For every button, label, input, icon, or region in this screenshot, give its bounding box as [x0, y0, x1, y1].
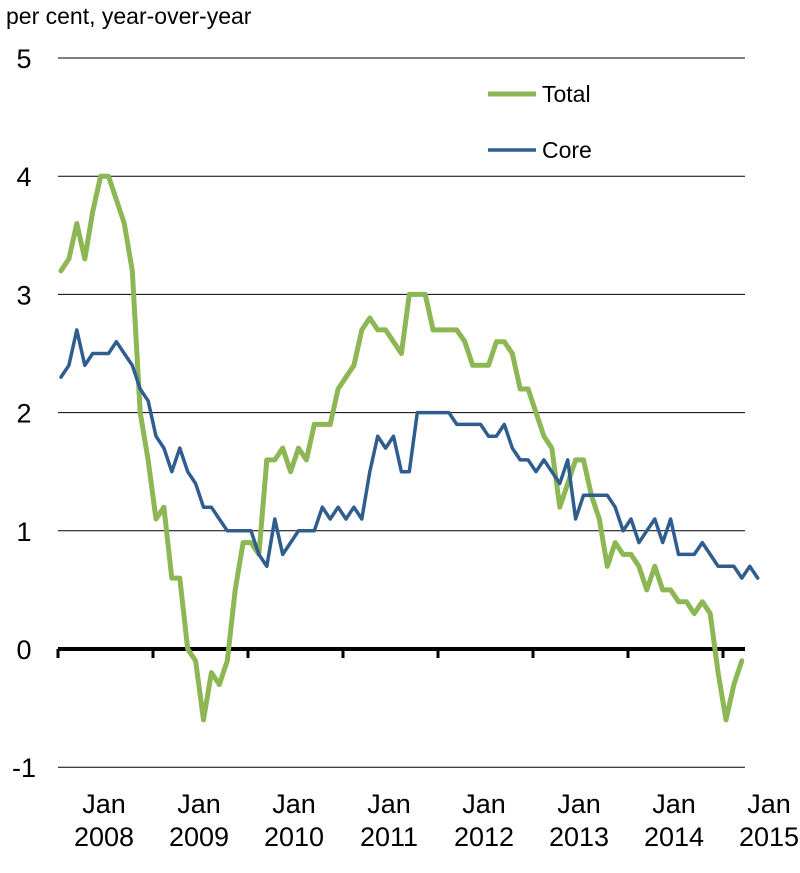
- x-tick-label: Jan: [367, 789, 411, 819]
- y-axis-label: per cent, year-over-year: [6, 3, 252, 29]
- x-tick-label: Jan: [272, 789, 316, 819]
- x-tick-label: Jan: [462, 789, 506, 819]
- y-tick-label: 2: [16, 399, 31, 429]
- x-tick-label: Jan: [177, 789, 221, 819]
- legend: Total Core: [488, 81, 592, 163]
- legend-label-core: Core: [542, 137, 592, 163]
- y-tick-label: 4: [16, 162, 31, 192]
- x-tick-label: Jan: [82, 789, 126, 819]
- x-tick-label: 2008: [74, 822, 134, 852]
- y-tick-label: 5: [16, 44, 31, 74]
- x-tick-label: 2011: [360, 822, 418, 852]
- x-axis: Jan2008Jan2009Jan2010Jan2011Jan2012Jan20…: [56, 647, 799, 852]
- y-tick-label: 1: [16, 517, 31, 547]
- x-tick-label: 2015: [739, 822, 799, 852]
- x-tick-label: 2013: [549, 822, 609, 852]
- x-tick-label: Jan: [747, 789, 791, 819]
- x-tick-label: 2010: [264, 822, 324, 852]
- x-tick-label: Jan: [557, 789, 601, 819]
- y-tick-label: 3: [16, 280, 31, 310]
- x-tick-label: 2009: [169, 822, 229, 852]
- gridlines: [58, 57, 745, 768]
- series-line-total: [58, 173, 745, 723]
- y-tick-labels: -1 0 1 2 3 4 5: [12, 44, 36, 783]
- series-lines: [58, 173, 760, 723]
- legend-label-total: Total: [542, 81, 591, 107]
- y-tick-label: -1: [12, 753, 36, 783]
- y-tick-label: 0: [16, 635, 31, 665]
- x-tick-label: Jan: [652, 789, 696, 819]
- x-tick-label: 2012: [454, 822, 514, 852]
- series-line-core: [59, 328, 760, 580]
- x-tick-label: 2014: [644, 822, 704, 852]
